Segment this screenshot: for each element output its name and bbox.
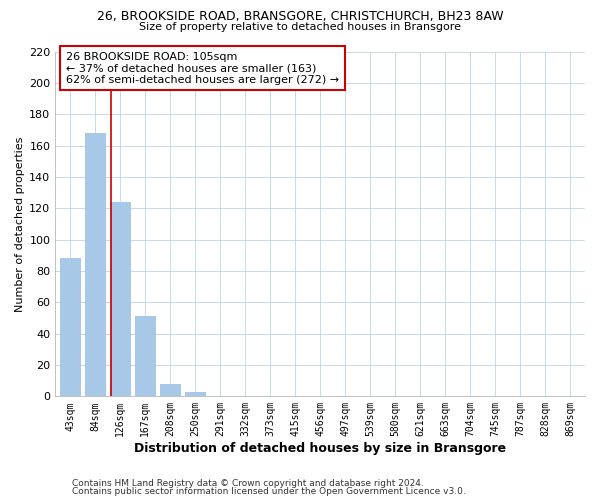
Bar [59,258,81,396]
X-axis label: Distribution of detached houses by size in Bransgore: Distribution of detached houses by size … [134,442,506,455]
Bar [110,202,131,396]
Text: 26, BROOKSIDE ROAD, BRANSGORE, CHRISTCHURCH, BH23 8AW: 26, BROOKSIDE ROAD, BRANSGORE, CHRISTCHU… [97,10,503,23]
Bar [185,392,206,396]
Bar [160,384,181,396]
Y-axis label: Number of detached properties: Number of detached properties [15,136,25,312]
Bar [85,133,106,396]
Bar [134,316,156,396]
Text: Contains HM Land Registry data © Crown copyright and database right 2024.: Contains HM Land Registry data © Crown c… [72,478,424,488]
Text: Size of property relative to detached houses in Bransgore: Size of property relative to detached ho… [139,22,461,32]
Text: Contains public sector information licensed under the Open Government Licence v3: Contains public sector information licen… [72,487,466,496]
Text: 26 BROOKSIDE ROAD: 105sqm
← 37% of detached houses are smaller (163)
62% of semi: 26 BROOKSIDE ROAD: 105sqm ← 37% of detac… [66,52,339,84]
